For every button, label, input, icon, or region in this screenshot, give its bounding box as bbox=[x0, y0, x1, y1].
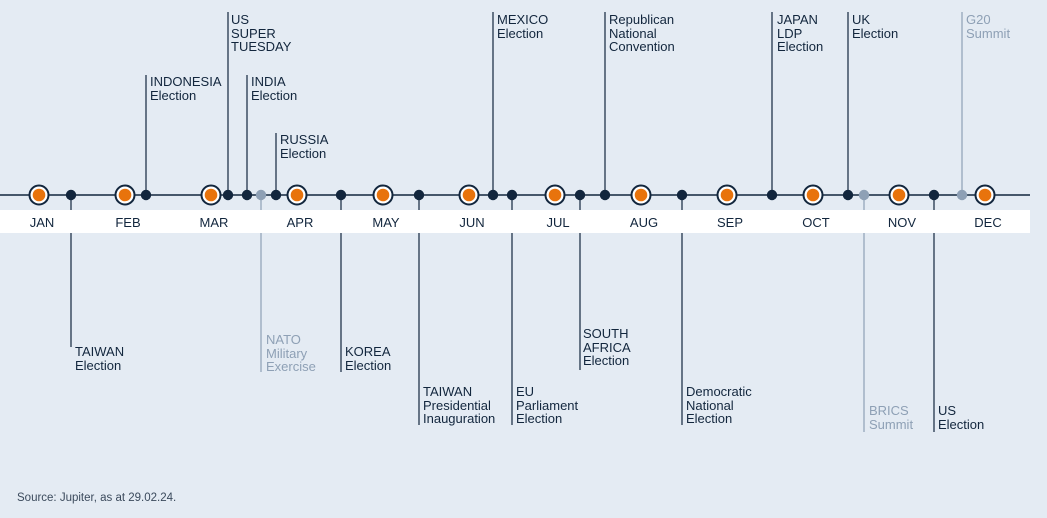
g20-summit-dot bbox=[956, 189, 968, 201]
russia-election-label: RUSSIA Election bbox=[280, 132, 329, 161]
month-marker-fill-mar bbox=[204, 188, 218, 202]
republican-national-convention-label: Republican National Convention bbox=[609, 12, 675, 54]
month-label-may: MAY bbox=[372, 215, 400, 230]
us-election-label: US Election bbox=[938, 403, 985, 432]
south-africa-election-dot bbox=[574, 189, 586, 201]
month-label-oct: OCT bbox=[802, 215, 830, 230]
month-marker-fill-nov bbox=[892, 188, 906, 202]
south-africa-election-label: SOUTH AFRICA Election bbox=[583, 326, 631, 368]
month-label-jan: JAN bbox=[29, 215, 55, 230]
eu-parliament-election-label: EU Parliament Election bbox=[516, 384, 579, 426]
month-label-feb: FEB bbox=[115, 215, 141, 230]
russia-election-dot bbox=[270, 189, 282, 201]
taiwan-election-dot bbox=[65, 189, 77, 201]
democratic-national-election-label: Democratic National Election bbox=[686, 384, 752, 426]
month-label-jun: JUN bbox=[459, 215, 485, 230]
eu-parliament-election-dot bbox=[506, 189, 518, 201]
month-label-jul: JUL bbox=[546, 215, 570, 230]
mexico-election-label: MEXICO Election bbox=[497, 12, 549, 41]
korea-election-dot bbox=[335, 189, 347, 201]
month-marker-fill-dec bbox=[978, 188, 992, 202]
month-label-apr: APR bbox=[286, 215, 314, 230]
korea-election-label: KOREA Election bbox=[345, 344, 392, 373]
uk-election-label: UK Election bbox=[852, 12, 899, 41]
indonesia-election-dot bbox=[140, 189, 152, 201]
brics-summit-dot bbox=[858, 189, 870, 201]
japan-ldp-election-dot bbox=[766, 189, 778, 201]
japan-ldp-election-label: JAPAN LDP Election bbox=[777, 12, 824, 54]
mexico-election-dot bbox=[487, 189, 499, 201]
taiwan-election-label: TAIWAN Election bbox=[75, 344, 125, 373]
india-election-dot bbox=[241, 189, 253, 201]
nato-military-exercise-label: NATO Military Exercise bbox=[266, 332, 316, 374]
uk-election-dot bbox=[842, 189, 854, 201]
g20-summit-label: G20 Summit bbox=[966, 12, 1011, 41]
month-marker-fill-apr bbox=[290, 188, 304, 202]
brics-summit-label: BRICS Summit bbox=[869, 403, 914, 432]
month-marker-fill-feb bbox=[118, 188, 132, 202]
taiwan-presidential-inauguration-dot bbox=[413, 189, 425, 201]
india-election-label: INDIA Election bbox=[251, 74, 298, 103]
nato-military-exercise-dot bbox=[255, 189, 267, 201]
month-marker-fill-aug bbox=[634, 188, 648, 202]
month-label-sep: SEP bbox=[716, 215, 743, 230]
month-label-dec: DEC bbox=[974, 215, 1002, 230]
taiwan-presidential-inauguration-label: TAIWAN Presidential Inauguration bbox=[423, 384, 496, 426]
us-election-dot bbox=[928, 189, 940, 201]
month-marker-fill-oct bbox=[806, 188, 820, 202]
month-marker-fill-sep bbox=[720, 188, 734, 202]
month-band bbox=[0, 210, 1030, 233]
democratic-national-election-dot bbox=[676, 189, 688, 201]
month-marker-fill-jul bbox=[548, 188, 562, 202]
us-super-tuesday-label: US SUPER TUESDAY bbox=[231, 12, 292, 54]
month-marker-fill-jun bbox=[462, 188, 476, 202]
month-label-mar: MAR bbox=[199, 215, 229, 230]
source-note: Source: Jupiter, as at 29.02.24. bbox=[17, 492, 177, 504]
month-label-aug: AUG bbox=[629, 215, 659, 230]
month-marker-fill-jan bbox=[32, 188, 46, 202]
month-marker-fill-may bbox=[376, 188, 390, 202]
us-super-tuesday-dot bbox=[222, 189, 234, 201]
republican-national-convention-dot bbox=[599, 189, 611, 201]
month-label-nov: NOV bbox=[887, 215, 917, 230]
indonesia-election-label: INDONESIA Election bbox=[150, 74, 222, 103]
